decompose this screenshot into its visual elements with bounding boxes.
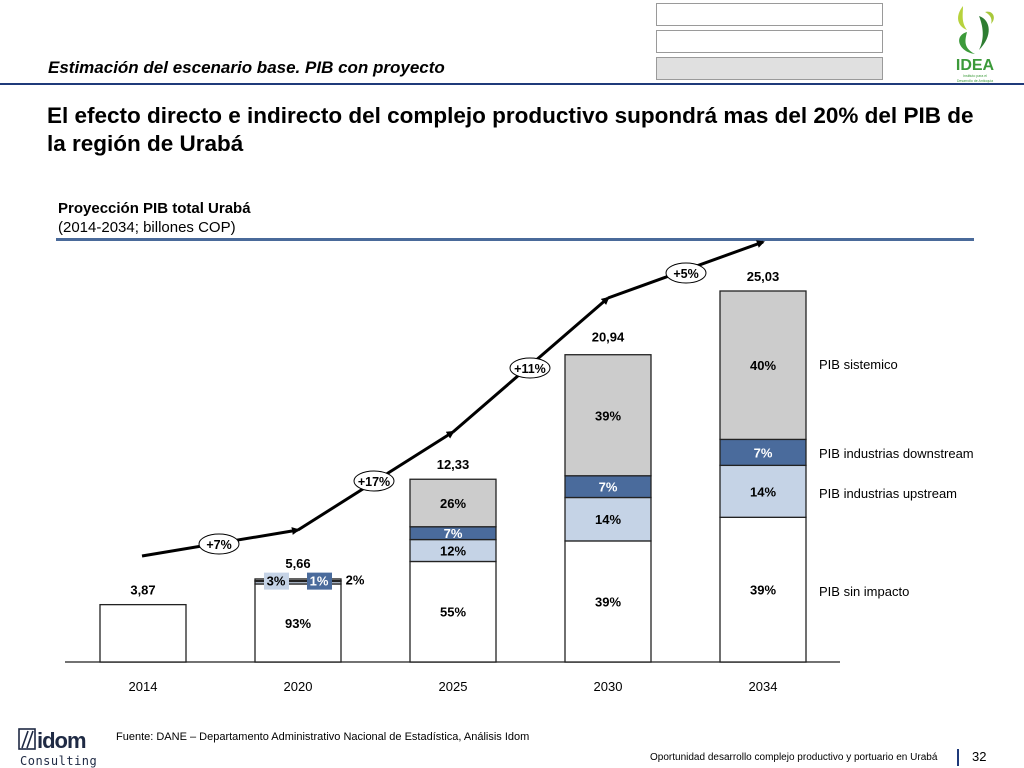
growth-bubble <box>198 533 240 555</box>
bar-segment-2034-pib-industrias-downstream <box>719 438 807 467</box>
leaf-icon <box>958 6 994 54</box>
data-label-2025-pib-industrias-downstream: 7% <box>444 526 463 541</box>
stamp-box-3 <box>656 57 883 80</box>
idom-logo: idom Consulting <box>18 728 97 768</box>
total-label-2014: 3,87 <box>130 583 155 598</box>
bar-segment-2034-pib-sin-impacto <box>719 516 807 663</box>
bar-segment-2020-pib-sin-impacto <box>254 583 342 663</box>
bar-segment-2020-pib-sistemico <box>254 578 342 582</box>
data-label-2025-pib-sistemico: 26% <box>440 496 466 511</box>
growth-label-1: +7% <box>206 538 231 552</box>
data-label-2030-pib-sistemico: 39% <box>595 408 621 423</box>
growth-arrow-layer: +7% +17% +11% +5% <box>141 240 765 558</box>
growth-bubble <box>353 470 395 492</box>
x-tick-2034: 2034 <box>749 679 778 694</box>
badge-2020-downstream <box>307 572 332 590</box>
document-title: Oportunidad desarrollo complejo producti… <box>650 752 938 763</box>
data-label-2025-pib-sin-impacto: 55% <box>440 605 466 620</box>
x-tick-2030: 2030 <box>594 679 623 694</box>
footer-divider <box>957 749 959 766</box>
data-label-2030-pib-industrias-upstream: 14% <box>595 512 621 527</box>
bar-segment-2014-pib-sin-impacto <box>99 603 187 663</box>
data-label-2020-pib-sistemico: 2% <box>346 573 365 588</box>
legend-pib-sin-impacto: PIB sin impacto <box>819 584 909 599</box>
total-label-2025: 12,33 <box>437 457 470 472</box>
chart-title: Proyección PIB total Urabá <box>58 200 251 217</box>
idom-logo-mark-icon <box>18 728 36 750</box>
header-divider <box>0 83 1024 85</box>
x-tick-2025: 2025 <box>439 679 468 694</box>
data-label-2020-pib-sin-impacto: 93% <box>285 616 311 631</box>
idea-logo-text: IDEA <box>956 57 995 74</box>
data-label-2025-pib-industrias-upstream: 12% <box>440 544 466 559</box>
chart-subtitle: (2014-2034; billones COP) <box>58 219 236 236</box>
section-title: Estimación del escenario base. PIB con p… <box>48 58 445 77</box>
chart-divider <box>56 238 974 241</box>
data-label-2030-pib-industrias-downstream: 7% <box>599 480 618 495</box>
page-number: 32 <box>972 749 987 764</box>
bar-segment-2025-pib-sistemico <box>409 478 497 528</box>
legend-pib-industrias-upstream: PIB industrias upstream <box>819 486 957 501</box>
data-label-2030-pib-sin-impacto: 39% <box>595 594 621 609</box>
bar-segment-2034-pib-industrias-upstream <box>719 464 807 518</box>
total-label-2030: 20,94 <box>592 330 625 345</box>
data-label-2034-pib-industrias-upstream: 14% <box>750 484 776 499</box>
legend-pib-industrias-downstream: PIB industrias downstream <box>819 446 974 461</box>
total-label-2020: 5,66 <box>285 556 310 571</box>
x-tick-2020: 2020 <box>284 679 313 694</box>
bar-segment-2030-pib-sin-impacto <box>564 540 652 663</box>
legend-layer: PIB sistemico PIB industrias downstream PI… <box>819 357 974 599</box>
legend-pib-sistemico: PIB sistemico <box>819 357 898 372</box>
idom-logo-sub: Consulting <box>20 754 97 768</box>
data-label-2034-pib-industrias-downstream: 7% <box>754 445 773 460</box>
page-headline: El efecto directo e indirecto del comple… <box>47 103 974 156</box>
bar-segment-2025-pib-sin-impacto <box>409 560 497 663</box>
idom-logo-text: idom <box>37 728 86 753</box>
data-label-2034-pib-sin-impacto: 39% <box>750 583 776 598</box>
total-label-2034: 25,03 <box>747 269 780 284</box>
idea-logo-tagline-2: Desarrollo de Antioquia <box>957 79 993 83</box>
stamp-box-1 <box>656 3 883 26</box>
growth-bubble <box>665 262 707 284</box>
stamp-box-2 <box>656 30 883 53</box>
bar-segment-2030-pib-industrias-upstream <box>564 496 652 542</box>
badge-2020-upstream <box>264 572 289 590</box>
bar-segment-2034-pib-sistemico <box>719 290 807 441</box>
data-label-2020-pib-industrias-upstream: 3% <box>267 574 286 589</box>
growth-bubble <box>509 357 551 379</box>
source-note: Fuente: DANE – Departamento Administrati… <box>116 731 530 743</box>
x-tick-2014: 2014 <box>129 679 158 694</box>
data-label-2020-pib-industrias-downstream: 1% <box>310 574 329 589</box>
idea-logo-tagline-1: Instituto para el <box>963 74 987 78</box>
growth-label-3: +11% <box>514 362 546 376</box>
growth-label-2: +17% <box>358 475 390 489</box>
labels-layer: 3,87 2014 5,66 2020 55% 12% 7% 26% 12,33 2025 39% 1… <box>129 269 780 694</box>
bar-segment-2030-pib-sistemico <box>564 354 652 477</box>
idea-logo: IDEA Instituto para el Desarrollo de Ant… <box>956 6 995 83</box>
growth-label-4: +5% <box>673 267 698 281</box>
bars-layer <box>65 290 840 663</box>
data-label-2034-pib-sistemico: 40% <box>750 358 776 373</box>
